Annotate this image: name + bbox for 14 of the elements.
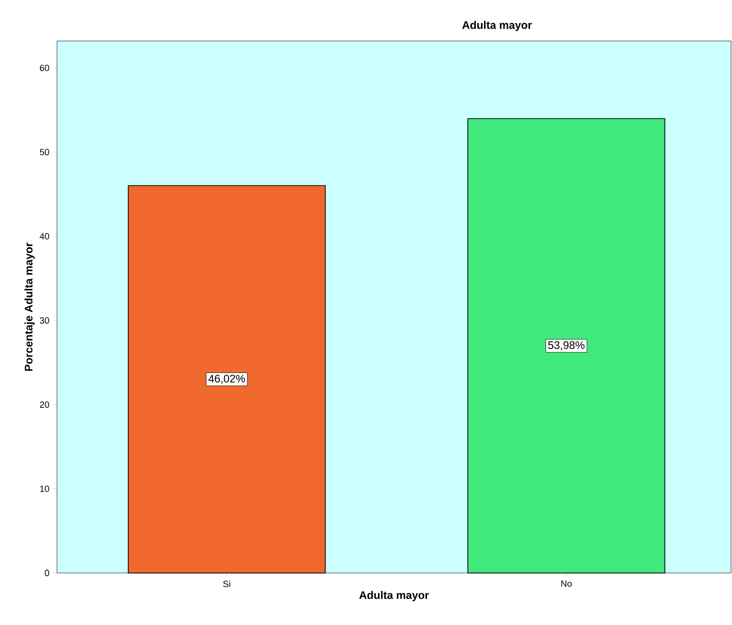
chart-title: Adulta mayor: [462, 20, 532, 32]
y-tick-label: 20: [40, 401, 50, 408]
x-tick-label: No: [561, 580, 572, 587]
x-tick-label: Si: [223, 580, 230, 588]
data-label: 46,02%: [208, 374, 245, 384]
data-label: 53,98%: [548, 341, 585, 350]
y-tick-label: 0: [44, 570, 50, 576]
x-axis-title: Adulta mayor: [359, 590, 429, 602]
y-tick-label: 10: [40, 486, 50, 492]
y-tick-label: 50: [40, 148, 50, 156]
y-tick-label: 60: [40, 64, 50, 72]
y-tick-label: 30: [40, 317, 50, 324]
y-axis-title: Porcentaje Adulta mayor: [24, 242, 35, 371]
y-tick-label: 40: [40, 233, 50, 240]
